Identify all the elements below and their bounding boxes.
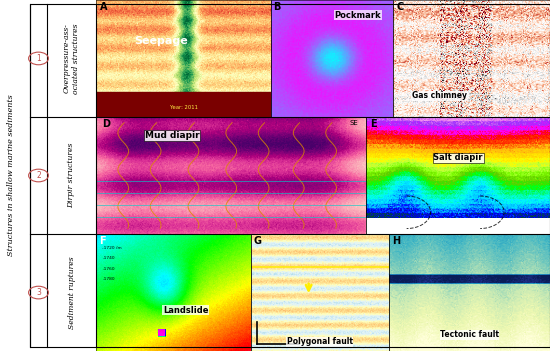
- Text: H: H: [392, 237, 400, 246]
- Text: C: C: [397, 2, 404, 12]
- Text: Year: 2011: Year: 2011: [169, 105, 197, 110]
- Text: -1760: -1760: [102, 267, 115, 271]
- Text: Mud diapir: Mud diapir: [145, 131, 199, 140]
- Text: Landslide: Landslide: [163, 306, 208, 314]
- Text: Polygonal fault: Polygonal fault: [287, 337, 353, 346]
- Text: F: F: [100, 237, 106, 246]
- Text: 1: 1: [36, 54, 41, 63]
- Text: D: D: [102, 119, 109, 129]
- Text: Salt diapir: Salt diapir: [433, 153, 483, 163]
- Text: -1780: -1780: [102, 277, 115, 282]
- Text: E: E: [370, 119, 377, 129]
- Text: Dirpir structures: Dirpir structures: [68, 143, 75, 208]
- Bar: [96, 92, 271, 117]
- Text: Tectonic fault: Tectonic fault: [440, 330, 499, 339]
- Text: B: B: [273, 2, 281, 12]
- Text: Gas chimney: Gas chimney: [412, 91, 468, 100]
- Text: Overpressure-ass-
ociated structures: Overpressure-ass- ociated structures: [63, 23, 80, 94]
- Text: 3: 3: [36, 288, 41, 297]
- Text: A: A: [100, 2, 107, 12]
- Text: Structures in shallow marine sediments: Structures in shallow marine sediments: [8, 95, 15, 256]
- Text: Pockmark: Pockmark: [334, 11, 381, 20]
- Text: G: G: [254, 237, 261, 246]
- Text: 2: 2: [36, 171, 41, 180]
- Text: -1740: -1740: [102, 256, 115, 260]
- Text: Sediment ruptures: Sediment ruptures: [68, 256, 75, 329]
- Text: Seepage: Seepage: [135, 36, 189, 46]
- Text: Tectonic fault: Tectonic fault: [440, 330, 499, 339]
- Text: -1720 /m: -1720 /m: [102, 246, 122, 250]
- Text: SE: SE: [349, 120, 358, 126]
